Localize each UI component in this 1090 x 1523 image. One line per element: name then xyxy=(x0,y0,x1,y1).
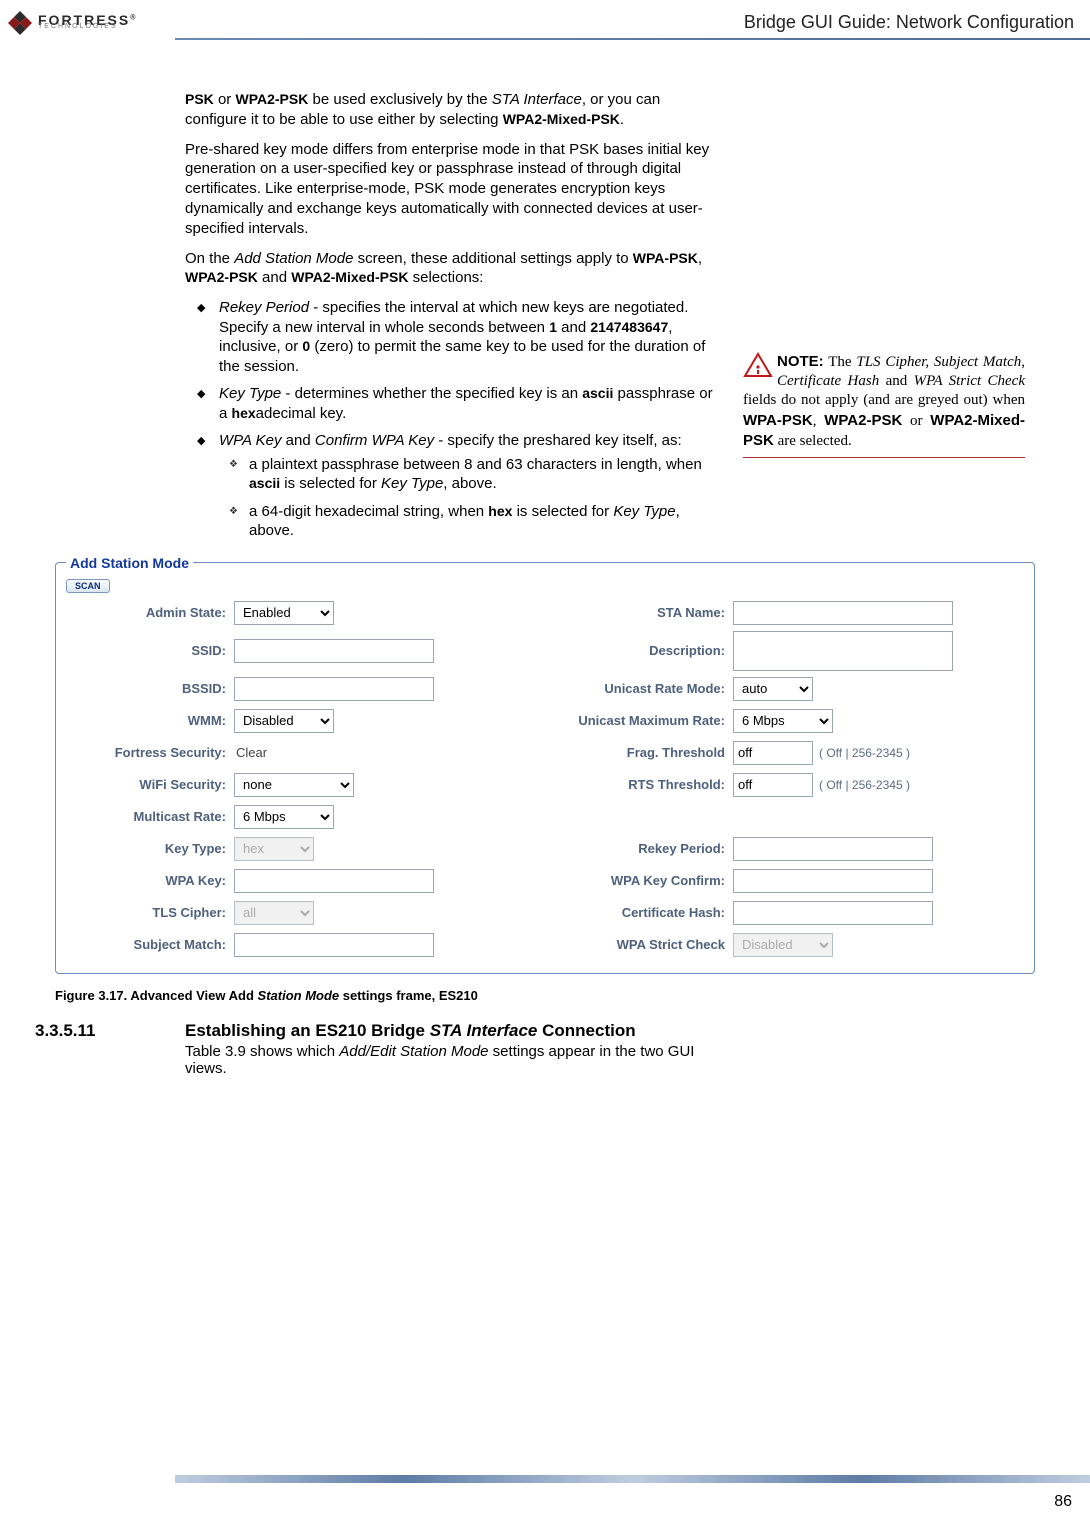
admin-state-select[interactable]: Enabled xyxy=(234,601,334,625)
lbl-uc-max: Unicast Maximum Rate: xyxy=(565,713,733,728)
add-station-mode-fieldset: Add Station Mode SCAN Admin State: Enabl… xyxy=(55,555,1035,974)
sub-hex: a 64-digit hexadecimal string, when hex … xyxy=(219,502,715,541)
section-title: Establishing an ES210 Bridge STA Interfa… xyxy=(185,1021,715,1041)
bullet-wpakey: WPA Key and Confirm WPA Key - specify th… xyxy=(185,431,715,541)
fortress-value: Clear xyxy=(234,745,267,760)
uc-max-select[interactable]: 6 Mbps xyxy=(733,709,833,733)
lbl-description: Description: xyxy=(565,643,733,658)
lbl-wmm: WMM: xyxy=(66,713,234,728)
lbl-wifi-sec: WiFi Security: xyxy=(66,777,234,792)
section-number: 3.3.5.11 xyxy=(35,1021,145,1077)
bullet-rekey: Rekey Period - specifies the interval at… xyxy=(185,298,715,376)
cert-hash-input[interactable] xyxy=(733,901,933,925)
key-type-select[interactable]: hex xyxy=(234,837,314,861)
body-column: PSK or WPA2-PSK be used exclusively by t… xyxy=(185,90,715,541)
footer-rule xyxy=(175,1475,1090,1483)
lbl-fortress: Fortress Security: xyxy=(66,745,234,760)
station-mode-screenshot: Add Station Mode SCAN Admin State: Enabl… xyxy=(55,555,1035,1003)
page-header-title: Bridge GUI Guide: Network Configuration xyxy=(744,12,1074,33)
mc-rate-select[interactable]: 6 Mbps xyxy=(234,805,334,829)
sub-list: a plaintext passphrase between 8 and 63 … xyxy=(219,455,715,541)
frag-input[interactable] xyxy=(733,741,813,765)
scan-button[interactable]: SCAN xyxy=(66,579,110,593)
wpa-key-input[interactable] xyxy=(234,869,434,893)
wifi-sec-select[interactable]: none xyxy=(234,773,354,797)
right-col: STA Name: Description: Unicast Rate Mode… xyxy=(565,597,1024,961)
left-col: Admin State: Enabled SSID: BSSID: WMM: D… xyxy=(66,597,525,961)
lbl-key-type: Key Type: xyxy=(66,841,234,856)
lbl-uc-mode: Unicast Rate Mode: xyxy=(565,681,733,696)
sta-name-input[interactable] xyxy=(733,601,953,625)
para-2: Pre-shared key mode differs from enterpr… xyxy=(185,140,715,239)
tls-cipher-select[interactable]: all xyxy=(234,901,314,925)
fieldset-legend: Add Station Mode xyxy=(66,555,193,571)
wpa-conf-input[interactable] xyxy=(733,869,933,893)
para-3: On the Add Station Mode screen, these ad… xyxy=(185,249,715,289)
lbl-admin-state: Admin State: xyxy=(66,605,234,620)
frag-hint: ( Off | 256-2345 ) xyxy=(819,746,910,760)
uc-mode-select[interactable]: auto xyxy=(733,677,813,701)
lbl-mc-rate: Multicast Rate: xyxy=(66,809,234,824)
lbl-ssid: SSID: xyxy=(66,643,234,658)
lbl-cert-hash: Certificate Hash: xyxy=(565,905,733,920)
description-textarea[interactable] xyxy=(733,631,953,671)
lbl-sta-name: STA Name: xyxy=(565,605,733,620)
lbl-tls-cipher: TLS Cipher: xyxy=(66,905,234,920)
logo: FORTRESS® TECHNOLOGIES xyxy=(6,6,166,40)
note-rule xyxy=(743,457,1025,458)
ssid-input[interactable] xyxy=(234,639,434,663)
logo-icon xyxy=(6,9,34,37)
note-label: NOTE: xyxy=(777,353,824,370)
content: PSK or WPA2-PSK be used exclusively by t… xyxy=(185,90,1055,1077)
lbl-wpa-key: WPA Key: xyxy=(66,873,234,888)
lbl-wpa-conf: WPA Key Confirm: xyxy=(565,873,733,888)
section-body: Table 3.9 shows which Add/Edit Station M… xyxy=(185,1043,715,1077)
wmm-select[interactable]: Disabled xyxy=(234,709,334,733)
subj-match-input[interactable] xyxy=(234,933,434,957)
lbl-subj-match: Subject Match: xyxy=(66,937,234,952)
logo-text: FORTRESS® TECHNOLOGIES xyxy=(38,16,137,31)
bssid-input[interactable] xyxy=(234,677,434,701)
header-rule xyxy=(175,38,1090,40)
warning-icon xyxy=(743,352,773,378)
form-grid: Admin State: Enabled SSID: BSSID: WMM: D… xyxy=(66,597,1024,961)
bullet-list: Rekey Period - specifies the interval at… xyxy=(185,298,715,541)
lbl-frag: Frag. Threshold xyxy=(565,745,733,760)
wpa-strict-select[interactable]: Disabled xyxy=(733,933,833,957)
lbl-wpa-strict: WPA Strict Check xyxy=(565,937,733,952)
page: FORTRESS® TECHNOLOGIES Bridge GUI Guide:… xyxy=(0,0,1090,1523)
page-number: 86 xyxy=(1054,1493,1072,1511)
margin-note: NOTE: The TLS Cipher, Subject Match, Cer… xyxy=(743,352,1025,458)
rts-hint: ( Off | 256-2345 ) xyxy=(819,778,910,792)
lbl-rekey: Rekey Period: xyxy=(565,841,733,856)
bullet-keytype: Key Type - determines whether the specif… xyxy=(185,384,715,423)
rts-input[interactable] xyxy=(733,773,813,797)
sub-ascii: a plaintext passphrase between 8 and 63 … xyxy=(219,455,715,494)
figure-caption: Figure 3.17. Advanced View Add Station M… xyxy=(55,988,1035,1003)
rekey-input[interactable] xyxy=(733,837,933,861)
para-1: PSK or WPA2-PSK be used exclusively by t… xyxy=(185,90,715,130)
section-heading: 3.3.5.11 Establishing an ES210 Bridge ST… xyxy=(35,1021,1055,1077)
lbl-bssid: BSSID: xyxy=(66,681,234,696)
lbl-rts: RTS Threshold: xyxy=(565,777,733,792)
